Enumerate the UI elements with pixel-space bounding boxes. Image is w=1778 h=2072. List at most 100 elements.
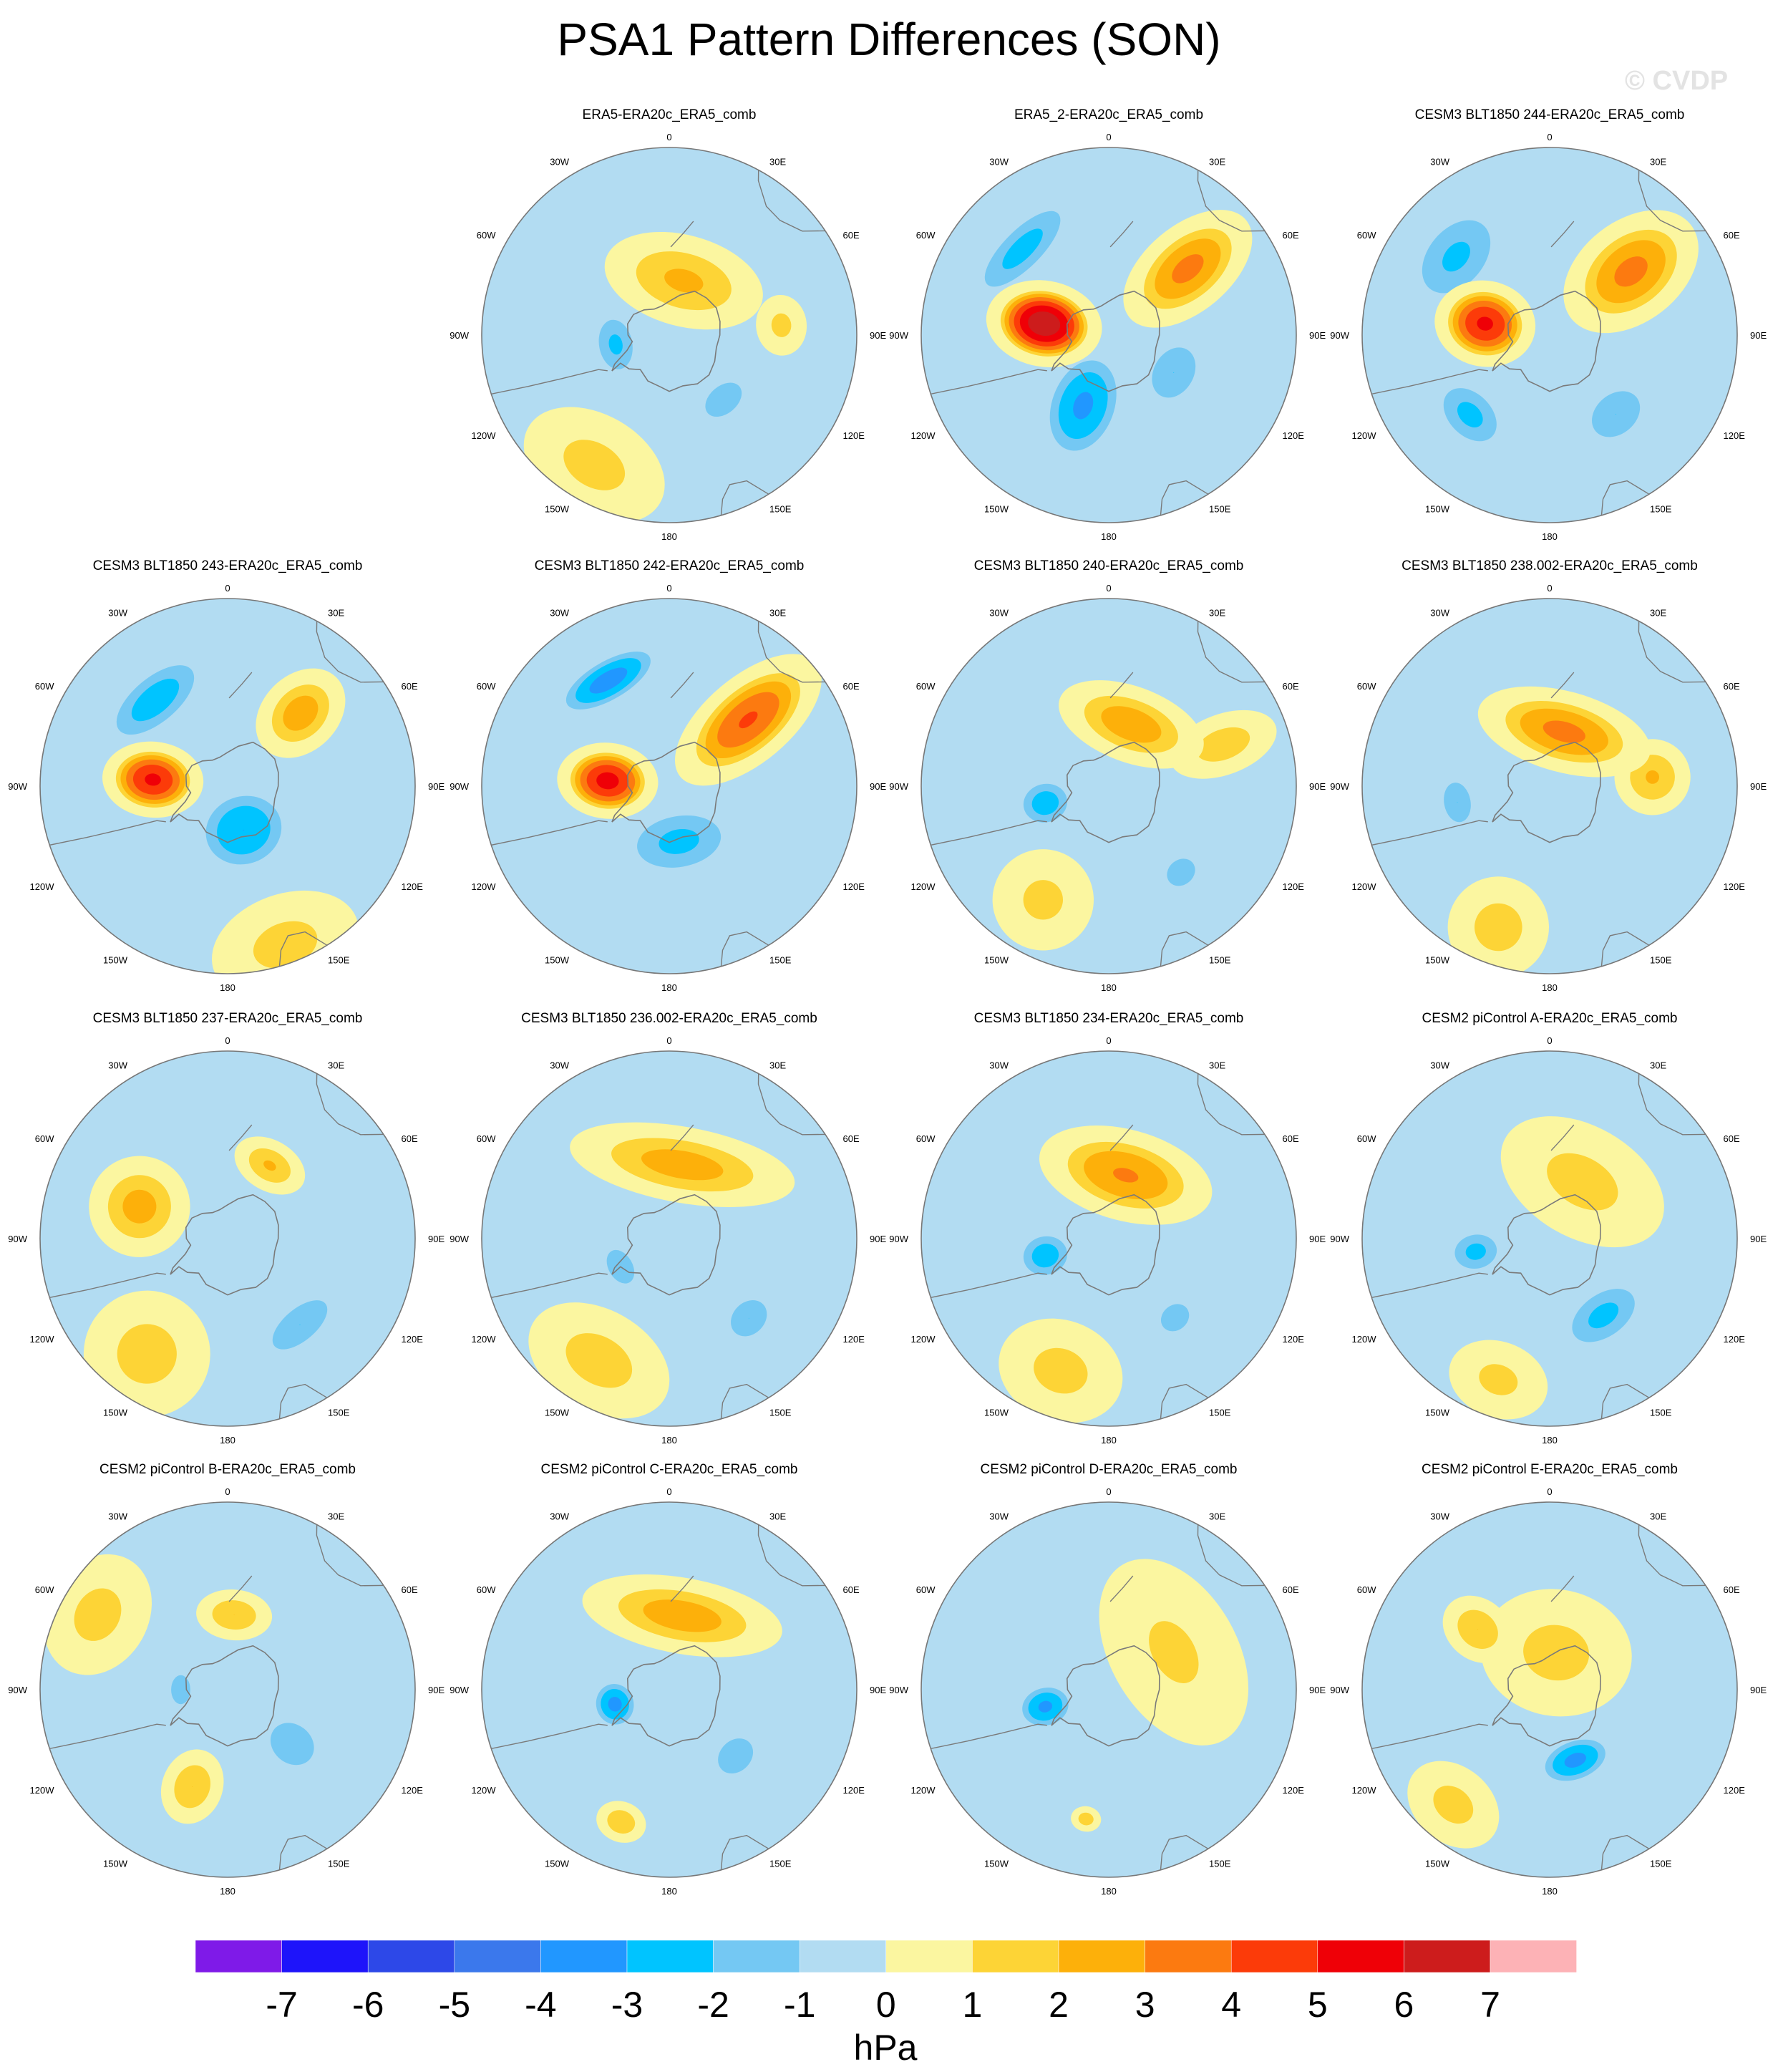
panel-title: CESM3 BLT1850 244-ERA20c_ERA5_comb [1415,107,1685,122]
coastline-australia [757,1062,837,1136]
longitude-label: 30E [328,1060,344,1071]
longitude-label: 60E [1724,1133,1740,1144]
coastline-antarctica [1492,741,1601,843]
longitude-label: 90W [1330,330,1349,341]
longitude-label: 60W [35,681,54,692]
map-panel: CESM3 BLT1850 244-ERA20c_ERA5_comb 0 30E 60… [1330,107,1767,542]
longitude-label: 120W [30,881,55,892]
longitude-label: 120E [402,881,424,892]
contour-level [1543,720,1585,743]
colorbar-swatch [799,1940,887,1973]
longitude-label: 90E [1750,1685,1767,1695]
longitude-label: 60W [477,1584,496,1595]
colorbar-swatch [1317,1940,1404,1973]
coastline-australia [1197,610,1276,683]
longitude-label: 180 [661,982,677,993]
figure-title: PSA1 Pattern Differences (SON) [557,14,1221,65]
map-panel: CESM3 BLT1850 242-ERA20c_ERA5_comb 0 30E 60… [450,558,886,993]
longitude-label: 30E [1650,1060,1666,1071]
longitude-label: 0 [225,1486,230,1497]
longitude-label: 150E [1650,1408,1672,1418]
longitude-label: 120W [1352,430,1377,441]
coastline-africa [278,1383,328,1426]
map-panel: ERA5-ERA20c_ERA5_comb 0 30E 60E 90E 120E 150E 1… [450,107,886,542]
longitude-label: 90W [889,330,908,341]
contour-field [482,1051,857,1426]
longitude-label: 30W [1430,608,1449,619]
longitude-label: 180 [661,1886,677,1897]
longitude-label: 0 [666,1035,671,1046]
map-border [1361,1501,1738,1878]
longitude-label: 60E [1283,1133,1299,1144]
longitude-label: 0 [1547,583,1552,594]
longitude-label: 120E [402,1334,424,1345]
coastline-africa [719,1383,769,1426]
map-border [920,1050,1297,1427]
longitude-label: 90E [1750,781,1767,792]
colorbar-swatch [1145,1940,1232,1973]
longitude-label: 180 [1542,1435,1558,1446]
colorbar-tick-label: 3 [1135,1985,1155,2025]
map-border [481,1050,858,1427]
colorbar-tick-label: -3 [611,1985,643,2025]
longitude-label: 60E [402,1133,418,1144]
longitude-label: 90W [889,1685,908,1695]
longitude-label: 150E [328,1859,350,1869]
coastline-antarctica [1492,290,1601,392]
contour-level [1646,770,1660,784]
contour-field [1362,599,1737,974]
coastline-new-zealand [670,1124,694,1151]
longitude-label: 150E [1209,955,1231,966]
contour-level [608,334,623,355]
longitude-label: 90E [870,781,886,792]
panel-title: CESM2 piControl C-ERA20c_ERA5_comb [540,1462,797,1477]
longitude-label: 30E [769,608,786,619]
longitude-label: 150W [1425,504,1450,515]
coastline-australia [316,1514,395,1587]
longitude-label: 120E [1283,881,1305,892]
longitude-label: 180 [1542,1886,1558,1897]
contour-level [1002,228,1043,269]
map-border [481,147,858,523]
longitude-label: 60W [916,1133,936,1144]
contour-level [1477,1629,1478,1630]
colorbar-tick-label: -7 [266,1985,297,2025]
longitude-label: 60W [477,230,496,241]
colorbar-swatch [713,1940,800,1973]
coastline-antarctica [611,290,721,392]
longitude-label: 30W [550,608,569,619]
coastline-africa [719,480,769,523]
panel-title: CESM2 piControl B-ERA20c_ERA5_comb [99,1462,356,1477]
coastline-new-zealand [1550,1124,1575,1151]
colorbar-tick-label: -5 [439,1985,470,2025]
contour-field [40,1502,415,1877]
background-level [1362,147,1737,523]
coastline-new-zealand [228,1575,253,1602]
longitude-label: 120E [1283,1785,1305,1796]
longitude-label: 180 [1101,1435,1117,1446]
longitude-label: 30E [769,157,786,168]
longitude-label: 120E [402,1785,424,1796]
longitude-label: 60E [1724,1584,1740,1595]
map-border [1361,1050,1738,1427]
contour-level [596,772,619,790]
coastline-new-zealand [1109,1124,1134,1151]
coastline-south-america [482,820,608,848]
longitude-label: 120E [1724,430,1746,441]
colorbar-tick-label: -1 [784,1985,815,2025]
colorbar: -7 -6 -5 -4 -3 -2 -1 0 1 2 3 4 5 6 7 hPa [195,1940,1577,2068]
longitude-label: 150W [1425,955,1450,966]
map-panel: CESM3 BLT1850 236.002-ERA20c_ERA5_comb 0 3… [450,1011,886,1446]
map-panel: ERA5_2-ERA20c_ERA5_comb 0 30E 60E 90E 120E 150… [889,107,1326,542]
coastline-australia [1638,610,1717,683]
cvdp-watermark: © CVDP [1625,66,1729,96]
contour-level [1172,254,1204,284]
longitude-label: 150W [984,1408,1009,1418]
longitude-label: 0 [1547,1486,1552,1497]
longitude-label: 120W [30,1785,55,1796]
longitude-label: 90W [450,330,469,341]
longitude-label: 90W [1330,781,1349,792]
contour-level [1564,1753,1586,1768]
longitude-label: 180 [1101,982,1117,993]
panel-title: ERA5_2-ERA20c_ERA5_comb [1014,107,1203,122]
